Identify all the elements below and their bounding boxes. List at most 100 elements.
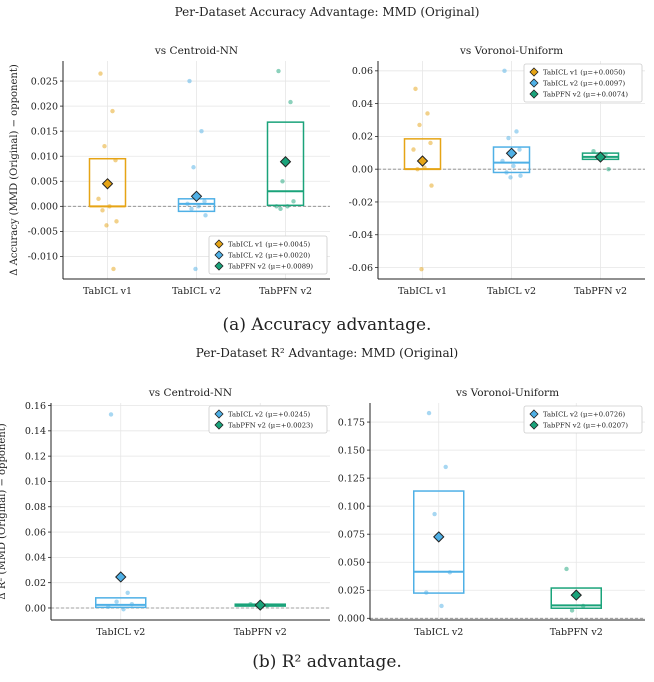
y-tick-label: 0.12: [25, 451, 46, 462]
legend-box: [523, 405, 643, 434]
iqr-box: [413, 490, 465, 594]
legend-label: TabICL v2 (μ=+0.0020): [228, 252, 311, 260]
data-point: [114, 219, 119, 224]
legend-marker: [214, 409, 224, 419]
mean-marker: [594, 151, 607, 163]
mean-marker: [570, 589, 582, 601]
data-point: [508, 175, 513, 180]
legend-label: TabPFN v2 (μ=+0.0074): [543, 91, 628, 99]
data-point: [104, 223, 109, 228]
mean-marker: [254, 599, 266, 611]
chart-panel-2: TabICL v1 TabICL v2 TabPFN v2 -0.06 -0.04 -0.…: [349, 45, 645, 297]
legend-marker: [214, 420, 224, 430]
panel-title: vs Voronoi-Uniform: [459, 45, 563, 57]
legend-label: TabICL v2 (μ=+0.0097): [543, 80, 626, 88]
y-tick-label: 0.150: [338, 445, 365, 456]
y-tick-label: 0.050: [338, 558, 365, 569]
y-tick-label: 0.175: [338, 417, 365, 428]
legend-label: TabICL v2 (μ=+0.0245): [228, 411, 311, 419]
figure-title-accuracy: Per-Dataset Accuracy Advantage: MMD (Ori…: [174, 5, 480, 19]
y-tick-label: -0.02: [349, 197, 373, 208]
legend-marker: [529, 420, 539, 430]
y-tick-label: 0.025: [31, 76, 58, 87]
y-tick-label: 0.00: [352, 164, 373, 175]
legend-marker: [214, 250, 224, 260]
data-point: [100, 208, 105, 213]
legend-marker: [214, 239, 224, 249]
data-point: [110, 108, 115, 114]
data-point: [108, 412, 114, 417]
data-point: [425, 111, 430, 116]
data-point: [121, 607, 126, 612]
y-tick-label: 0.125: [338, 473, 365, 484]
x-tick-label: TabPFN v2: [234, 627, 287, 638]
legend-marker: [529, 409, 539, 419]
y-tick-label: 0.10: [25, 477, 46, 488]
legend-label: TabPFN v2 (μ=+0.0207): [543, 422, 628, 430]
data-point: [193, 266, 198, 272]
data-point: [564, 566, 569, 572]
data-point: [278, 206, 283, 212]
data-point: [96, 196, 101, 202]
data-point: [196, 204, 201, 209]
legend-marker: [529, 78, 539, 88]
x-tick-label: TabICL v2: [172, 286, 221, 297]
y-tick-label: -0.005: [28, 227, 58, 238]
data-point: [417, 122, 422, 128]
x-tick-label: TabPFN v2: [259, 286, 312, 297]
data-point: [428, 140, 433, 146]
data-point: [569, 608, 575, 613]
data-point: [202, 199, 207, 204]
data-point: [411, 147, 416, 152]
data-point: [514, 129, 519, 134]
mean-marker: [115, 571, 127, 583]
mean-marker: [190, 190, 203, 203]
data-point: [432, 511, 437, 517]
iqr-box: [492, 146, 531, 174]
iqr-box: [550, 587, 602, 609]
legend: TabICL v1 (μ=+0.0050) TabICL v2 (μ=+0.009…: [523, 63, 643, 103]
data-point: [203, 213, 208, 218]
data-point: [413, 86, 418, 92]
mean-marker: [505, 147, 518, 159]
x-tick-label: TabPFN v2: [550, 627, 603, 638]
x-tick-label: TabICL v1: [83, 286, 132, 297]
iqr-box: [95, 597, 147, 609]
data-point: [189, 206, 194, 212]
x-tick-label: TabICL v1: [398, 286, 447, 297]
caption-r2: (b) R² advantage.: [252, 652, 402, 672]
chart-panel-1: TabICL v1 TabICL v2 TabPFN v2 -0.010 -0.005 0…: [9, 45, 330, 297]
data-point: [517, 147, 522, 152]
panel-title: vs Centroid-NN: [154, 45, 238, 57]
legend-box: [208, 235, 328, 275]
y-tick-label: 0.010: [31, 152, 58, 163]
legend-label: TabICL v2 (μ=+0.0726): [543, 411, 626, 419]
y-tick-label: 0.000: [31, 202, 58, 213]
data-point: [102, 143, 107, 149]
data-point: [429, 183, 434, 188]
y-axis-label: Δ R² (MMD (Original) − opponent): [0, 423, 8, 599]
y-tick-label: 0.100: [338, 501, 365, 512]
y-tick-label: 0.06: [25, 527, 46, 538]
caption-accuracy: (a) Accuracy advantage.: [222, 315, 432, 335]
iqr-box: [266, 121, 305, 207]
chart-panel-4: TabICL v2 TabPFN v2 0.000 0.025 0.050 0.075 0.…: [338, 387, 645, 638]
x-tick-label: TabPFN v2: [574, 286, 627, 297]
panel-title: vs Centroid-NN: [148, 387, 232, 399]
legend-box: [208, 405, 328, 434]
y-tick-label: 0.04: [25, 553, 46, 564]
y-tick-label: -0.04: [349, 230, 373, 241]
legend: TabICL v2 (μ=+0.0726) TabPFN v2 (μ=+0.020…: [523, 405, 643, 434]
legend-label: TabICL v1 (μ=+0.0050): [543, 69, 626, 77]
data-point: [111, 266, 116, 272]
panel-title: vs Voronoi-Uniform: [455, 387, 559, 399]
y-tick-label: 0.005: [31, 177, 58, 188]
y-tick-label: 0.14: [25, 426, 46, 437]
data-point: [291, 199, 296, 204]
data-point: [199, 128, 204, 134]
chart-panel-3: TabICL v2 TabPFN v2 0.00 0.02 0.04 0.06 0.08 0.…: [0, 387, 330, 638]
mean-marker: [101, 178, 114, 190]
y-tick-label: 0.00: [25, 603, 46, 614]
mean-marker: [433, 531, 445, 543]
legend-label: TabPFN v2 (μ=+0.0089): [228, 263, 313, 271]
